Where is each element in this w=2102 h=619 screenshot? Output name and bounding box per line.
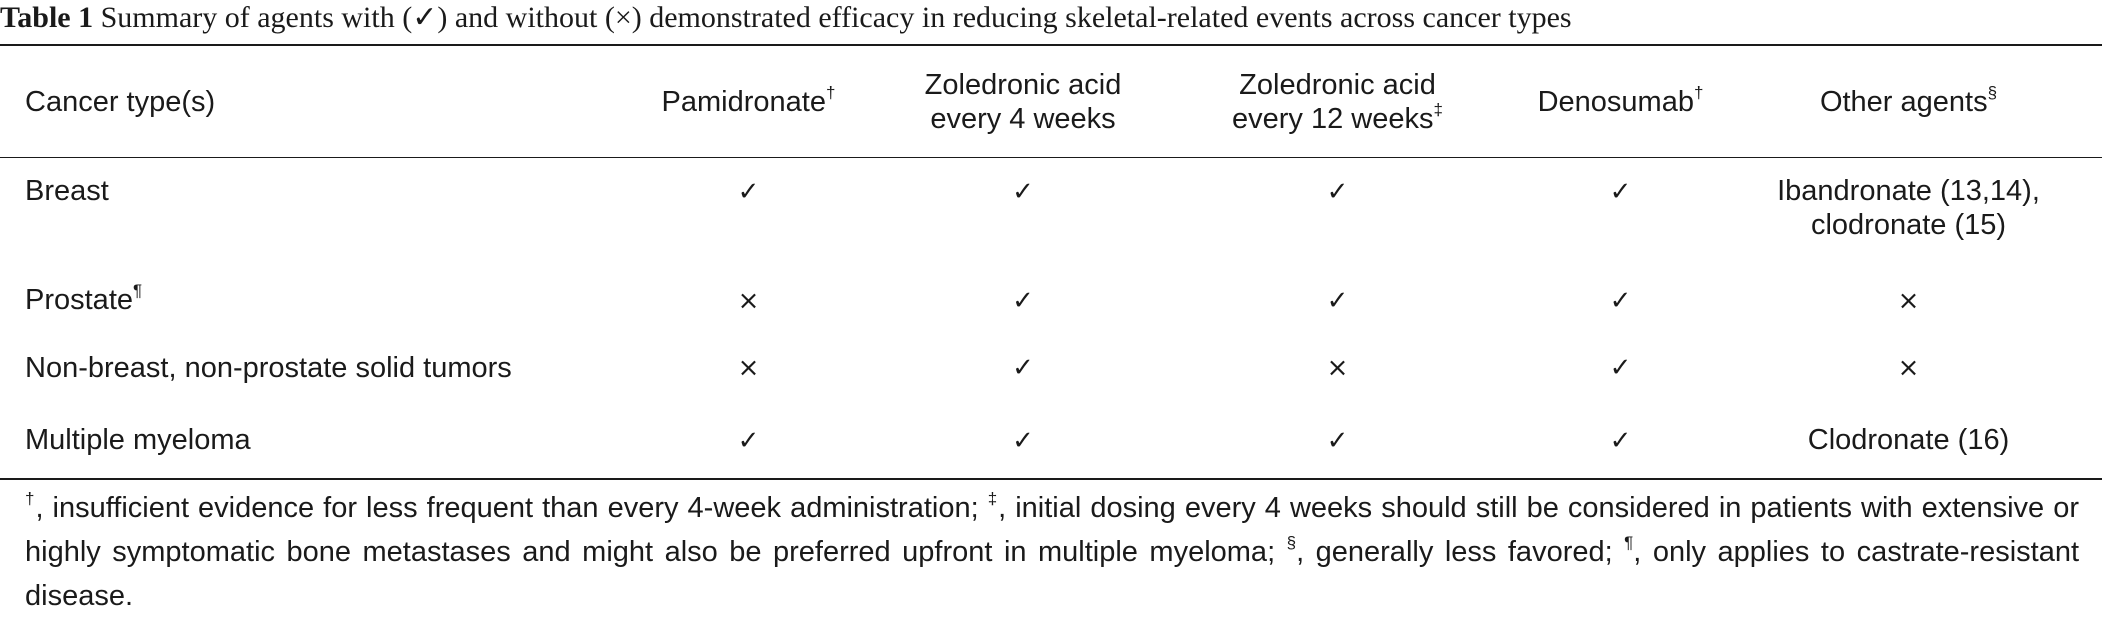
- col-header-pamidronate: Pamidronate†: [661, 82, 836, 118]
- table-row-multiple-myeloma: Multiple myeloma ✓ ✓ ✓ ✓ Clodronate (16): [0, 402, 2102, 478]
- col-header-other-agents: Other agents§: [1819, 82, 1998, 118]
- cell-zoledronic-12wk: ×: [1326, 353, 1349, 383]
- table-row-breast: Breast ✓ ✓ ✓ ✓ Ibandronate (13,14), clodr…: [0, 157, 2102, 267]
- caption-text: Summary of agents with (✓) and without (…: [100, 1, 1572, 34]
- cell-denosumab: ✓: [1609, 285, 1632, 316]
- cell-pamidronate: ✓: [737, 177, 760, 207]
- cell-other-agents: Ibandronate (13,14), clodronate (15): [1777, 175, 2040, 241]
- caption-label: Table 1: [0, 1, 94, 34]
- table-footnote: †, insufficient evidence for less freque…: [25, 489, 2080, 612]
- cell-denosumab: ✓: [1609, 425, 1632, 456]
- table-row-prostate: Prostate¶ × ✓ ✓ ✓ ×: [0, 267, 2102, 333]
- cell-zoledronic-4wk: ✓: [1012, 425, 1034, 456]
- cell-pamidronate: ×: [737, 353, 760, 383]
- cell-zoledronic-4wk: ✓: [1012, 177, 1034, 207]
- top-rule: [0, 44, 2102, 46]
- cell-denosumab: ✓: [1609, 353, 1632, 383]
- col-header-zoledronic-12wk: Zoledronic acid every 12 weeks‡: [1232, 68, 1443, 135]
- cell-zoledronic-4wk: ✓: [1012, 353, 1034, 383]
- header-row: Cancer type(s) Pamidronate† Zoledronic a…: [0, 46, 2102, 157]
- cell-denosumab: ✓: [1609, 177, 1632, 207]
- table-row-solid-tumors: Non-breast, non-prostate solid tumors × …: [0, 333, 2102, 402]
- cell-cancer-type: Breast: [25, 175, 109, 207]
- cell-cancer-type: Prostate¶: [25, 281, 143, 316]
- bottom-rule: [0, 478, 2102, 480]
- cell-zoledronic-4wk: ✓: [1012, 285, 1034, 316]
- cell-cancer-type: Multiple myeloma: [25, 424, 251, 456]
- cell-zoledronic-12wk: ✓: [1326, 425, 1349, 456]
- col-header-denosumab: Denosumab†: [1537, 82, 1704, 118]
- col-header-cancer-type: Cancer type(s): [25, 85, 216, 118]
- table-caption: Table 1 Summary of agents with (✓) and w…: [0, 0, 2102, 46]
- efficacy-table: Cancer type(s) Pamidronate† Zoledronic a…: [0, 46, 2102, 478]
- cell-other-agents: ×: [1897, 353, 1920, 383]
- header-rule: [0, 157, 2102, 158]
- cell-pamidronate: ×: [737, 285, 760, 316]
- cell-zoledronic-12wk: ✓: [1326, 177, 1349, 207]
- cell-zoledronic-12wk: ✓: [1326, 285, 1349, 316]
- cell-other-agents: ×: [1897, 285, 1920, 316]
- cell-cancer-type: Non-breast, non-prostate solid tumors: [25, 351, 512, 384]
- cell-other-agents: Clodronate (16): [1807, 424, 2010, 456]
- col-header-zoledronic-4wk: Zoledronic acid every 4 weeks: [924, 68, 1122, 135]
- cell-pamidronate: ✓: [737, 425, 760, 456]
